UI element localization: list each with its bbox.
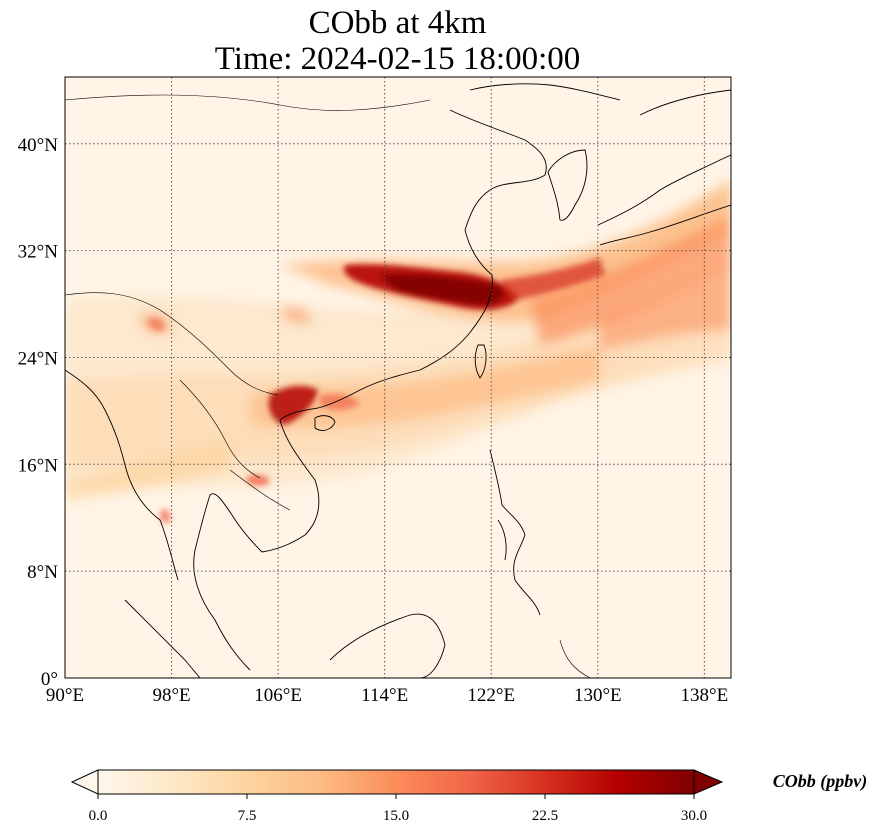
colorbar-extend-min [70, 769, 99, 795]
lat-tick-label: 24°N [18, 348, 59, 369]
axis-ticks: 90°E 98°E 106°E 114°E 122°E 130°E 138°E 0° 8°N 16… [18, 135, 729, 706]
lon-tick-label: 90°E [46, 685, 84, 706]
lon-tick-label: 106°E [254, 685, 302, 706]
lon-tick-label: 98°E [152, 685, 190, 706]
lon-tick-label: 122°E [467, 685, 515, 706]
plot-frame [64, 76, 732, 679]
lon-tick-label: 114°E [361, 685, 408, 706]
coastlines [65, 83, 731, 678]
colorbar: 0.0 7.5 15.0 22.5 30.0 CObb (ppbv) [70, 769, 867, 824]
lon-tick-label: 130°E [574, 685, 622, 706]
colorbar-tick-label: 7.5 [238, 808, 257, 824]
map-title: CObb at 4km [308, 5, 487, 41]
concentration-field [65, 77, 731, 678]
lon-tick-label: 138°E [681, 685, 729, 706]
colorbar-gradient [98, 770, 694, 794]
colorbar-label: CObb (ppbv) [773, 771, 867, 792]
lat-tick-label: 8°N [27, 562, 58, 583]
lat-tick-label: 0° [41, 669, 58, 690]
colorbar-tick-label: 15.0 [383, 808, 409, 824]
colorbar-tick-label: 0.0 [89, 808, 108, 824]
lat-tick-label: 32°N [18, 242, 59, 263]
colorbar-tick-label: 30.0 [681, 808, 707, 824]
lat-tick-label: 40°N [18, 135, 59, 156]
map-subtitle-time: Time: 2024-02-15 18:00:00 [214, 41, 581, 77]
colorbar-extend-max [693, 769, 724, 795]
colorbar-tick-label: 22.5 [532, 808, 558, 824]
gridlines [65, 77, 731, 678]
lat-tick-label: 16°N [18, 455, 59, 476]
